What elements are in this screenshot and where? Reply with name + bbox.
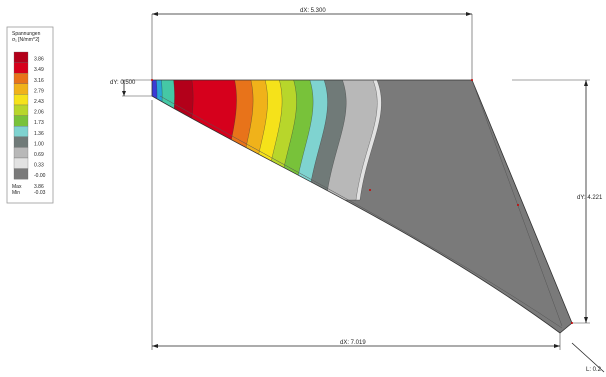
legend-swatch	[13, 136, 29, 148]
legend-swatch	[13, 104, 29, 116]
legend-title: Spannungen	[12, 31, 41, 37]
legend-value: 2.43	[34, 99, 44, 105]
dimension-length: L: 0.2	[571, 342, 605, 373]
legend-value: 1.36	[34, 131, 44, 137]
legend-color-scale: 3.86 3.49 3.16 2.79 2.43 2.06 1.73 1.36 1.00 0.69…	[13, 51, 46, 180]
contour-band	[152, 80, 158, 201]
legend-value: 0.69	[34, 152, 44, 158]
legend-value: 2.06	[34, 110, 44, 116]
legend-subtitle: σ₁ [N/mm^2]	[12, 37, 40, 43]
legend-value: 3.16	[34, 78, 44, 84]
beam-shape	[151, 79, 573, 334]
legend-value: 0.33	[34, 163, 44, 169]
legend-value: 3.49	[34, 67, 44, 73]
legend-swatch	[13, 62, 29, 74]
legend-swatch	[13, 94, 29, 106]
legend-max-value: 3.86	[34, 184, 44, 190]
legend-min-value: -0.03	[34, 190, 46, 196]
dim-bottom-dx-label: dX: 7.019	[340, 340, 366, 346]
node-markers	[151, 79, 573, 324]
legend-value: 2.79	[34, 88, 44, 94]
legend-swatch	[13, 51, 29, 63]
legend-swatch	[13, 73, 29, 84]
stress-contour-bands	[152, 80, 572, 333]
legend-swatch	[13, 115, 29, 127]
legend-value: 1.00	[34, 141, 44, 147]
dimension-top-dx: dX: 5.300	[151, 8, 473, 80]
dim-top-dx-label: dX: 5.300	[300, 8, 326, 14]
legend-swatch	[13, 126, 29, 137]
legend-value: -0.00	[34, 173, 46, 179]
legend-value: 1.73	[34, 120, 44, 126]
stress-legend: Spannungen σ₁ [N/mm^2] 3.86 3.49 3.16 2.79 2…	[6, 26, 54, 204]
beam-outline	[151, 79, 573, 334]
legend-swatch	[13, 83, 29, 95]
contour-band	[152, 80, 163, 201]
dim-length-label: L: 0.2	[586, 367, 602, 373]
legend-value: 3.86	[34, 57, 44, 63]
legend-max-label: Max	[12, 184, 22, 190]
dimension-right-dy: dY: 4.221	[512, 79, 603, 324]
dimension-left-dy: dY: 0.500	[110, 79, 152, 97]
dim-left-dy-label: dY: 0.500	[110, 80, 136, 86]
legend-min-label: Min	[12, 190, 20, 196]
legend-swatch	[13, 168, 29, 180]
legend-swatch	[13, 157, 29, 169]
legend-swatch	[13, 147, 29, 159]
dimension-bottom-dx: dX: 7.019	[151, 100, 561, 350]
dim-right-dy-label: dY: 4.221	[577, 195, 603, 201]
